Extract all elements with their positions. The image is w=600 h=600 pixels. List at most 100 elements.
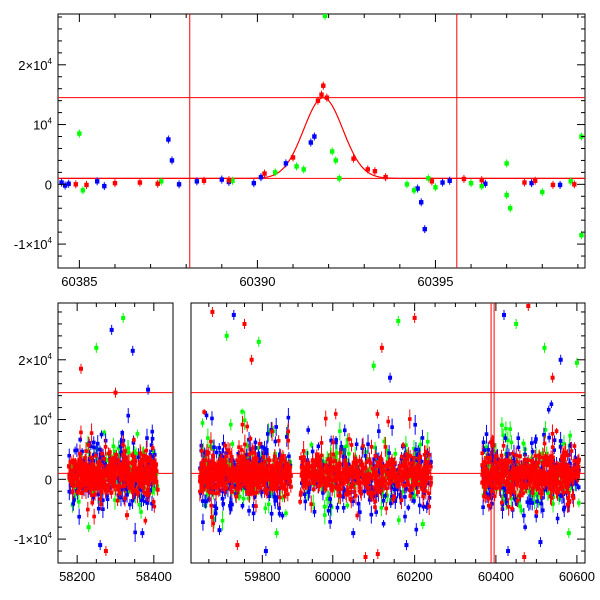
season-point-red xyxy=(411,478,416,491)
season-point-red xyxy=(565,468,570,481)
season-point-red xyxy=(551,464,556,477)
season-point xyxy=(323,410,328,427)
season-point xyxy=(123,490,127,507)
season-point-red xyxy=(317,466,322,479)
season-point xyxy=(482,446,487,454)
season-point-red xyxy=(253,451,258,464)
season-point xyxy=(280,511,285,520)
season-point xyxy=(558,431,563,451)
season-point-red xyxy=(217,476,222,489)
season-point xyxy=(530,448,535,456)
top-ytick-label-3: 2×104 xyxy=(18,57,52,73)
season-point xyxy=(356,495,361,512)
top-point-s0-23 xyxy=(557,180,563,189)
season-point-red xyxy=(480,476,485,489)
season-point xyxy=(354,487,358,505)
season-point-red xyxy=(550,476,555,489)
season-point-red xyxy=(280,453,285,466)
season-point-red xyxy=(298,452,303,465)
bottom-ytick-label-1-mantissa: 0 xyxy=(45,472,52,487)
bottom-ytick-label-3: 2×104 xyxy=(18,352,52,368)
season-point xyxy=(147,485,152,502)
season-point xyxy=(345,501,350,509)
season-point xyxy=(228,503,233,514)
season-point-red xyxy=(274,480,279,493)
outlier-point-0-6 xyxy=(140,528,145,539)
top-point-s0-8 xyxy=(194,177,200,186)
season-point-red xyxy=(307,460,312,473)
season-point xyxy=(101,493,105,507)
top-point-s2-9 xyxy=(315,96,321,105)
season-point-red xyxy=(527,477,532,490)
season-point xyxy=(533,434,538,449)
outlier-point-0-10 xyxy=(146,384,151,395)
season-point xyxy=(373,502,377,512)
season-point-red xyxy=(406,468,411,481)
season-point xyxy=(126,408,131,424)
season-point-red xyxy=(132,454,137,467)
season-point-red xyxy=(116,483,121,496)
season-point xyxy=(547,432,551,443)
top-point-s0-21 xyxy=(483,179,488,188)
season-point xyxy=(400,453,404,461)
season-point xyxy=(565,495,570,513)
top-point-s2-10 xyxy=(319,90,324,99)
season-point xyxy=(390,418,394,436)
top-point-s1-18 xyxy=(504,191,509,200)
season-point xyxy=(552,435,557,445)
top-point-s1-14 xyxy=(433,183,438,192)
season-point xyxy=(106,447,111,460)
top-plot-frame xyxy=(57,13,586,269)
model-curve xyxy=(58,97,585,179)
season-point-red xyxy=(247,482,252,495)
bottom-ytick-label-2: 104 xyxy=(33,412,52,428)
season-point xyxy=(418,480,422,490)
season-point-red xyxy=(354,467,359,480)
top-point-s1-4 xyxy=(273,168,278,177)
season-point xyxy=(240,408,244,415)
outlier-point-3-10 xyxy=(574,357,579,368)
season-point xyxy=(388,498,393,508)
season-point xyxy=(338,421,342,441)
season-point xyxy=(214,485,218,501)
season-point xyxy=(367,452,372,469)
season-point-red xyxy=(270,463,275,476)
season-point-red xyxy=(542,468,547,481)
season-point-red xyxy=(560,453,565,466)
season-point xyxy=(576,484,581,491)
season-point-red xyxy=(203,454,208,467)
bottom-plot-area xyxy=(58,303,585,563)
season-point-red xyxy=(83,475,88,488)
season-point xyxy=(228,496,232,515)
outlier-point-2-2 xyxy=(396,315,401,326)
top-ytick-label-3-exponent: 4 xyxy=(48,57,53,66)
season-point xyxy=(510,450,515,458)
season-point-red xyxy=(243,477,248,490)
season-point xyxy=(572,442,577,450)
season-point xyxy=(277,510,282,518)
outlier-point-2-0 xyxy=(371,360,376,371)
season-point xyxy=(282,489,287,503)
season-point-red xyxy=(87,481,92,494)
bottom-panel-full-lightcurve: 58200 58400 59800 60000 60200 60400 60600 -1×10… xyxy=(14,302,595,584)
season-point xyxy=(504,421,508,436)
season-point xyxy=(329,435,333,446)
outlier-point-2-5 xyxy=(375,549,380,560)
top-point-s2-14 xyxy=(365,165,370,174)
season-point-red xyxy=(99,478,104,491)
top-point-s1-21 xyxy=(568,177,573,186)
top-ytick-label-2: 104 xyxy=(33,117,52,133)
season-point xyxy=(256,450,261,458)
season-point-red xyxy=(224,481,229,494)
season-point-red xyxy=(354,456,359,469)
season-point xyxy=(269,505,274,522)
season-point-red xyxy=(266,469,271,482)
season-point xyxy=(414,523,419,537)
season-point xyxy=(93,451,98,460)
season-point-red xyxy=(254,477,259,490)
season-point xyxy=(246,495,251,502)
season-point xyxy=(312,506,317,518)
season-point-red xyxy=(424,473,429,486)
season-point xyxy=(73,446,77,455)
season-point xyxy=(323,505,327,525)
